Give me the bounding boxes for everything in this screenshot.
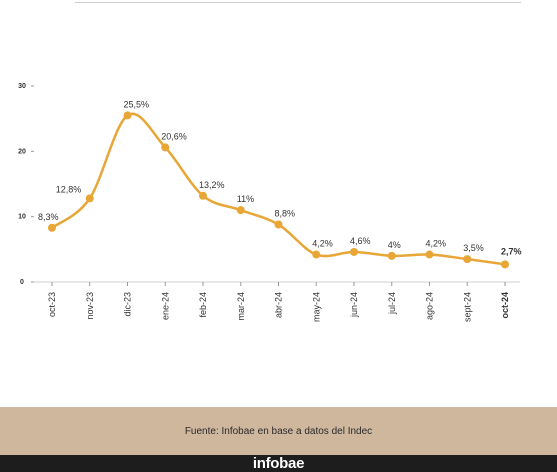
data-label: 4,6% [350,236,371,246]
x-tick-label: abr-24 [274,292,284,318]
data-point [274,220,283,229]
data-label: 11% [237,194,254,204]
data-label: 4,2% [426,239,447,249]
data-point [425,250,434,259]
x-tick-label: jun-24 [349,292,359,318]
data-point [463,255,472,264]
data-label: 4% [388,240,401,250]
x-tick-label: ene-24 [160,292,170,320]
data-point [312,250,321,259]
source-band: Fuente: Infobae en base a datos del Inde… [0,407,557,455]
y-tick-label: 0 [20,279,24,286]
data-point [161,143,170,152]
x-tick-label: oct-24 [500,292,510,319]
data-point [199,191,207,200]
x-tick-label: nov-23 [85,292,95,320]
line-chart: 0 10 20 30 8,3% 12,8% 25,5% 20,6% 13,2% 11% 8,8% 4,… [18,83,522,322]
x-tick-label: ago-24 [425,292,435,320]
x-tick-label: jul-24 [387,292,397,315]
brand-bar: infobae [0,455,557,472]
data-label: 25,5% [124,99,150,109]
x-tick-label: sept-24 [462,292,472,322]
top-divider [75,2,521,3]
data-point [350,247,358,256]
data-point [387,251,396,260]
data-label: 8,3% [38,212,59,222]
x-tick-label: dic-23 [123,292,133,317]
data-point [236,206,245,215]
data-label: 20,6% [161,131,187,141]
data-point [123,111,132,120]
data-label: 3,5% [463,243,484,253]
data-point [85,194,94,203]
x-tick-label: oct-23 [47,292,57,317]
y-tick-label: 10 [18,214,26,221]
x-tick-label: mar-24 [236,292,246,321]
data-label: 13,2% [199,180,225,190]
data-label: 2,7% [501,246,522,256]
x-tick-label: may-24 [311,292,321,322]
data-label: 8,8% [275,209,296,219]
source-text: Fuente: Infobae en base a datos del Inde… [184,425,373,437]
brand-logo: infobae [252,455,305,472]
data-point [501,260,509,269]
y-tick-label: 30 [18,83,26,90]
data-label: 4,2% [312,239,333,249]
data-point [48,223,56,232]
x-tick-label: feb-24 [198,292,208,318]
y-tick-label: 20 [18,148,26,155]
data-label: 12,8% [56,184,82,194]
